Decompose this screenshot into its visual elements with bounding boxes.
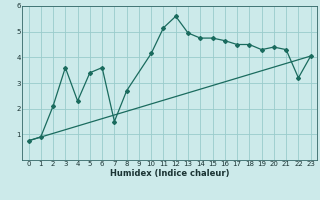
X-axis label: Humidex (Indice chaleur): Humidex (Indice chaleur): [110, 169, 229, 178]
